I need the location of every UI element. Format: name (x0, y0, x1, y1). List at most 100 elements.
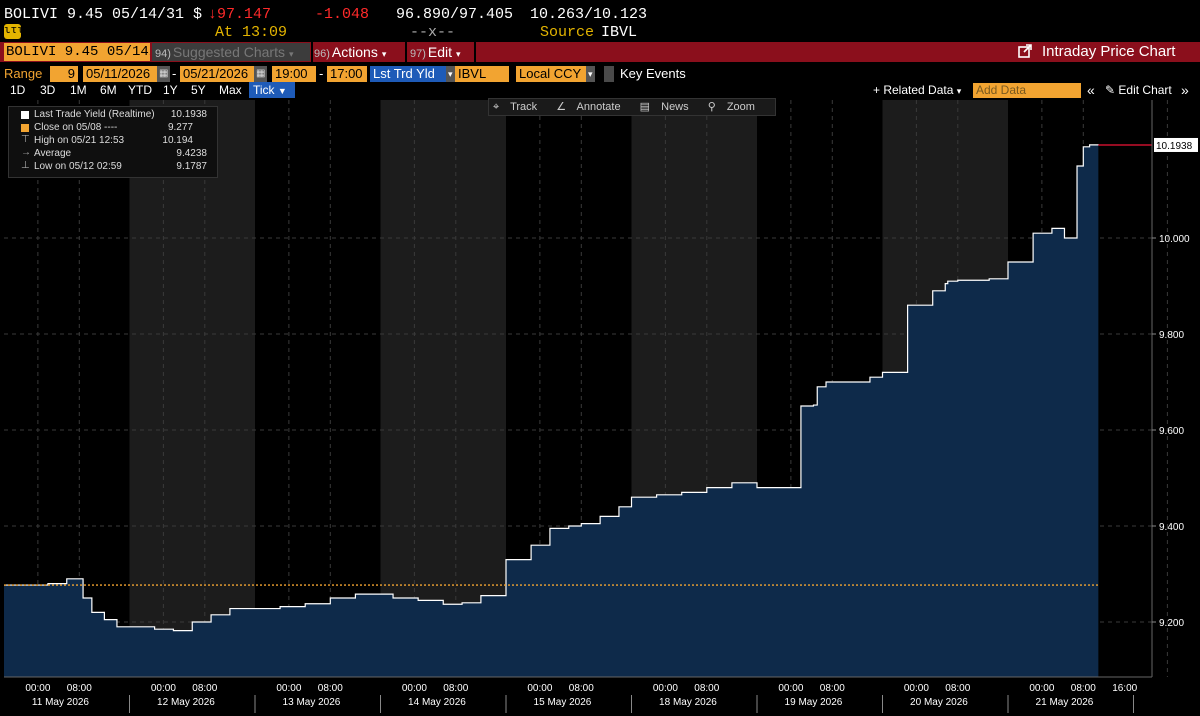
key-events-checkbox[interactable] (604, 66, 614, 82)
x-time-label: 00:00 (25, 683, 50, 694)
edit-menu[interactable]: 97) Edit ▾ (410, 43, 461, 61)
calendar-icon[interactable]: ▦ (254, 66, 268, 82)
zoom-tool[interactable]: ⚲ Zoom (708, 101, 763, 113)
low-marker-icon: ⊥ (21, 160, 30, 171)
suggested-charts-menu[interactable]: 94) Suggested Charts ▾ (152, 43, 310, 61)
bloomberg-function-icon[interactable]: ιτι (4, 24, 24, 39)
period-bar: 1D 3D 1M 6M YTD 1Y 5Y Max Tick ▼ + Relat… (0, 82, 1200, 100)
period-ytd-button[interactable]: YTD (128, 83, 152, 97)
dropdown-arrow-icon: ▼ (277, 86, 287, 96)
average-marker-icon: → (21, 147, 31, 158)
x-time-label: 08:00 (192, 683, 217, 694)
period-3d-button[interactable]: 3D (40, 83, 56, 97)
news-tool[interactable]: ▤ News (640, 101, 697, 113)
pen-icon: ∠ (556, 101, 567, 113)
time-dash: - (319, 66, 324, 81)
x-marker: --x-- (410, 24, 456, 41)
period-1m-button[interactable]: 1M (70, 83, 87, 97)
end-date-input[interactable]: 05/21/2026 (180, 66, 254, 82)
chart-legend[interactable]: Last Trade Yield (Realtime) 10.1938 Clos… (8, 106, 218, 178)
collapse-left-icon[interactable]: « (1087, 82, 1095, 98)
separator (311, 42, 313, 62)
start-date-input[interactable]: 05/11/2026 (83, 66, 157, 82)
track-tool[interactable]: ⌖ Track (493, 101, 545, 113)
y-tick-label: 9.400 (1159, 522, 1184, 533)
x-time-label: 00:00 (1029, 683, 1054, 694)
collapse-right-icon[interactable]: » (1181, 82, 1189, 98)
last-value-box (1154, 137, 1198, 152)
period-tick-button[interactable]: Tick ▼ (249, 82, 295, 98)
edit-label: Edit (427, 44, 453, 60)
yield-area-fill (4, 144, 1099, 677)
legend-value: 9.277 (167, 122, 193, 133)
separator (474, 42, 476, 62)
dropdown-arrow-icon: ▾ (956, 86, 962, 96)
x-time-label: 00:00 (276, 683, 301, 694)
dropdown-arrow-icon: ▾ (381, 49, 387, 59)
x-time-label: 08:00 (318, 683, 343, 694)
legend-value: 10.1938 (170, 109, 207, 120)
range-dash: - (172, 66, 177, 81)
edit-chart-button[interactable]: ✎ Edit Chart (1105, 82, 1172, 98)
x-time-label: 00:00 (527, 683, 552, 694)
x-day-label: 15 May 2026 (534, 697, 592, 708)
last-price: ↓97.147 (208, 6, 272, 23)
x-day-label: 13 May 2026 (283, 697, 341, 708)
range-days-input[interactable]: 9 (50, 66, 78, 82)
y-tick-label: 10.000 (1159, 234, 1190, 245)
period-1d-button[interactable]: 1D (10, 83, 26, 97)
period-5y-button[interactable]: 5Y (191, 83, 206, 97)
legend-label: Close on 05/08 ---- (34, 122, 118, 133)
end-time-input[interactable]: 17:00 (327, 66, 367, 82)
key-events-label: Key Events (620, 66, 686, 81)
white-square-icon (21, 111, 29, 119)
legend-row-low: ⊥ Low on 05/12 02:59 9.1787 (9, 161, 215, 173)
legend-label: High on 05/21 12:53 (34, 135, 125, 146)
pencil-icon: ✎ (1105, 83, 1116, 97)
legend-row-close: Close on 05/08 ---- 9.277 (9, 122, 215, 134)
intraday-chart[interactable]: 9.200 9.400 9.600 9.800 10.000 10.1938 00:00 08… (0, 100, 1200, 716)
dropdown-arrow-icon[interactable]: ▾ (586, 66, 595, 82)
actions-menu[interactable]: 96) Actions ▾ (314, 43, 386, 61)
annotate-tool[interactable]: ∠ Annotate (556, 101, 628, 113)
legend-label: Average (34, 148, 72, 159)
x-time-label: 00:00 (904, 683, 929, 694)
legend-label: Last Trade Yield (Realtime) (34, 109, 155, 120)
suggested-label: Suggested Charts (172, 44, 285, 60)
y-tick-label: 9.800 (1159, 330, 1184, 341)
actions-num: 96) (314, 48, 330, 60)
start-time-input[interactable]: 19:00 (272, 66, 316, 82)
legend-value: 9.4238 (176, 148, 207, 159)
x-time-label: 16:00 (1112, 683, 1137, 694)
currency-select[interactable]: Local CCY (516, 66, 586, 82)
security-name[interactable]: BOLIVI 9.45 05/14/31 (4, 6, 185, 23)
news-icon: ▤ (639, 101, 651, 113)
related-data-menu[interactable]: + Related Data ▾ (873, 82, 961, 98)
chart-title[interactable]: Intraday Price Chart (1018, 43, 1175, 61)
period-1y-button[interactable]: 1Y (163, 83, 178, 97)
x-day-label: 19 May 2026 (785, 697, 843, 708)
popout-icon (1018, 44, 1032, 58)
add-data-input[interactable]: Add Data (973, 83, 1081, 98)
zoom-label: Zoom (726, 101, 755, 113)
period-max-button[interactable]: Max (219, 83, 242, 97)
x-time-label: 08:00 (569, 683, 594, 694)
dropdown-arrow-icon[interactable]: ▾ (446, 66, 455, 82)
security-input[interactable]: BOLIVI 9.45 05/14/ (4, 43, 150, 61)
high-marker-icon: ⊤ (21, 134, 30, 145)
suggested-num: 94) (155, 48, 171, 60)
chart-svg: 9.200 9.400 9.600 9.800 10.000 10.1938 00:00 08… (0, 100, 1200, 716)
source-input[interactable]: IBVL (455, 66, 509, 82)
quote-time: At 13:09 (215, 24, 288, 41)
session-shade (380, 100, 506, 677)
actions-label: Actions (331, 44, 378, 60)
tick-label: Tick (253, 83, 275, 97)
session-shade (129, 100, 255, 677)
orange-square-icon (21, 124, 29, 132)
period-6m-button[interactable]: 6M (100, 83, 117, 97)
x-time-label: 00:00 (653, 683, 678, 694)
calendar-icon[interactable]: ▦ (157, 66, 171, 82)
legend-row-high: ⊤ High on 05/21 12:53 10.194 (9, 135, 215, 147)
field-select[interactable]: Lst Trd Yld (370, 66, 446, 82)
edit-num: 97) (410, 48, 426, 60)
